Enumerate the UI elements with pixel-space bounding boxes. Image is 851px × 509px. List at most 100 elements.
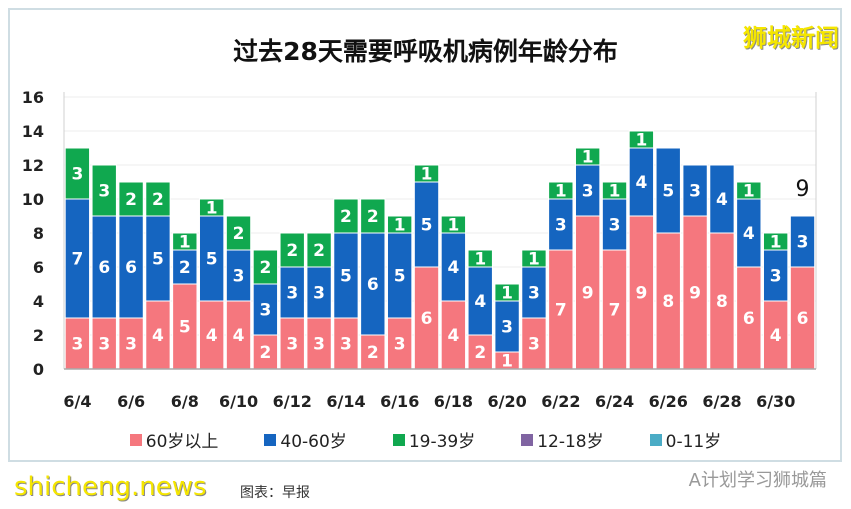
bar-segment [440, 215, 467, 234]
y-tick-label: 12 [22, 156, 44, 175]
data-label: 4 [206, 326, 218, 346]
legend-label: 19-39岁 [408, 432, 476, 452]
bar-segment [521, 249, 547, 268]
data-label: 1 [582, 148, 594, 168]
legend: 60岁以上 40-60岁 19-39岁 12-18岁 0-11岁 [0, 427, 851, 452]
data-label: 3 [609, 216, 621, 236]
bar-segment [467, 266, 493, 336]
data-label: 7 [555, 301, 567, 321]
bar-segment [628, 130, 655, 149]
data-label: 4 [152, 326, 164, 346]
bar-segment [655, 232, 681, 370]
bar-segment [574, 164, 601, 217]
data-label: 4 [233, 326, 245, 346]
bar-segment [548, 198, 574, 251]
bar-segment [306, 317, 332, 370]
data-label: 2 [179, 258, 191, 278]
legend-label: 60岁以上 [145, 432, 219, 452]
bar-segment [360, 334, 386, 370]
bar-segment [709, 232, 735, 370]
bar-segment [91, 164, 117, 217]
x-tick-label: 6/30 [756, 392, 795, 411]
data-label: 7 [609, 301, 621, 321]
bar-segment [252, 249, 279, 285]
legend-item: 12-18岁 [521, 427, 604, 452]
data-label: 2 [125, 190, 137, 210]
legend-item: 19-39岁 [392, 427, 476, 452]
data-label: 5 [206, 250, 218, 270]
y-tick-label: 4 [33, 292, 44, 311]
data-label: 1 [447, 216, 459, 236]
data-label: 2 [152, 190, 164, 210]
data-label: 1 [501, 284, 513, 304]
data-label: 8 [716, 292, 728, 312]
data-label: 3 [313, 335, 325, 355]
bar-segment [494, 300, 520, 353]
y-tick-label: 16 [22, 88, 44, 107]
data-label: 1 [501, 352, 513, 372]
data-label: 3 [98, 335, 110, 355]
data-label: 2 [340, 207, 352, 227]
data-label: 1 [394, 216, 406, 236]
x-tick-label: 6/6 [117, 392, 145, 411]
watermark-bottom-right: A计划学习狮城篇 [688, 470, 827, 491]
bar-segment [601, 249, 628, 370]
data-label: 3 [797, 233, 809, 253]
x-tick-label: 6/20 [488, 392, 527, 411]
data-label: 3 [394, 335, 406, 355]
data-label: 4 [635, 173, 647, 193]
data-label: 4 [447, 258, 459, 278]
source-note: 图表：早报 [240, 485, 310, 501]
x-tick-label: 6/22 [541, 392, 580, 411]
x-tick-label: 6/28 [702, 392, 741, 411]
data-label: 3 [770, 267, 782, 287]
x-tick-label: 6/10 [219, 392, 258, 411]
data-label: 7 [71, 250, 83, 270]
bar-segment [333, 198, 359, 234]
x-tick-label: 6/4 [63, 392, 91, 411]
legend-swatch [649, 433, 662, 446]
data-label: 1 [474, 250, 486, 270]
bar-segment [225, 215, 252, 251]
bar-segment [440, 232, 467, 302]
x-tick-label: 6/8 [171, 392, 199, 411]
bar-segment [64, 147, 91, 200]
data-label: 3 [98, 182, 110, 202]
bar-segment [413, 164, 440, 183]
bar-segment [172, 249, 198, 285]
bar-segment [736, 198, 762, 268]
legend-item: 40-60岁 [264, 427, 347, 452]
data-label: 4 [474, 292, 486, 312]
data-label: 3 [286, 284, 298, 304]
data-label: 1 [743, 182, 755, 202]
bar-segment [145, 181, 171, 217]
bar-segment [118, 215, 144, 319]
data-label: 2 [259, 258, 271, 278]
data-label: 6 [367, 275, 379, 295]
data-label: 9 [582, 284, 594, 304]
x-tick-label: 6/16 [380, 392, 419, 411]
data-label: 5 [179, 318, 191, 338]
bar-segment [655, 147, 681, 234]
chart-title: 过去28天需要呼吸机病例年龄分布 [233, 37, 618, 66]
legend-swatch [129, 433, 142, 446]
data-label: 3 [233, 267, 245, 287]
bar-segment [198, 300, 225, 370]
bar-segment [467, 249, 493, 268]
bar-segment [762, 232, 789, 251]
bar-segment [574, 147, 601, 166]
data-label: 1 [421, 165, 433, 185]
bar-segment [306, 232, 332, 268]
y-tick-label: 0 [33, 360, 44, 379]
data-label: 8 [662, 292, 674, 312]
y-tick-label: 10 [22, 190, 44, 209]
bar-segment [628, 147, 655, 217]
bar-segment [709, 164, 735, 234]
data-label: 3 [286, 335, 298, 355]
bar-segment [574, 215, 601, 370]
legend-label: 0-11岁 [665, 432, 722, 452]
watermark-bottom-left: shicheng.news [14, 472, 207, 502]
bar-segment [252, 283, 279, 336]
data-label: 3 [340, 335, 352, 355]
data-label: 3 [582, 182, 594, 202]
